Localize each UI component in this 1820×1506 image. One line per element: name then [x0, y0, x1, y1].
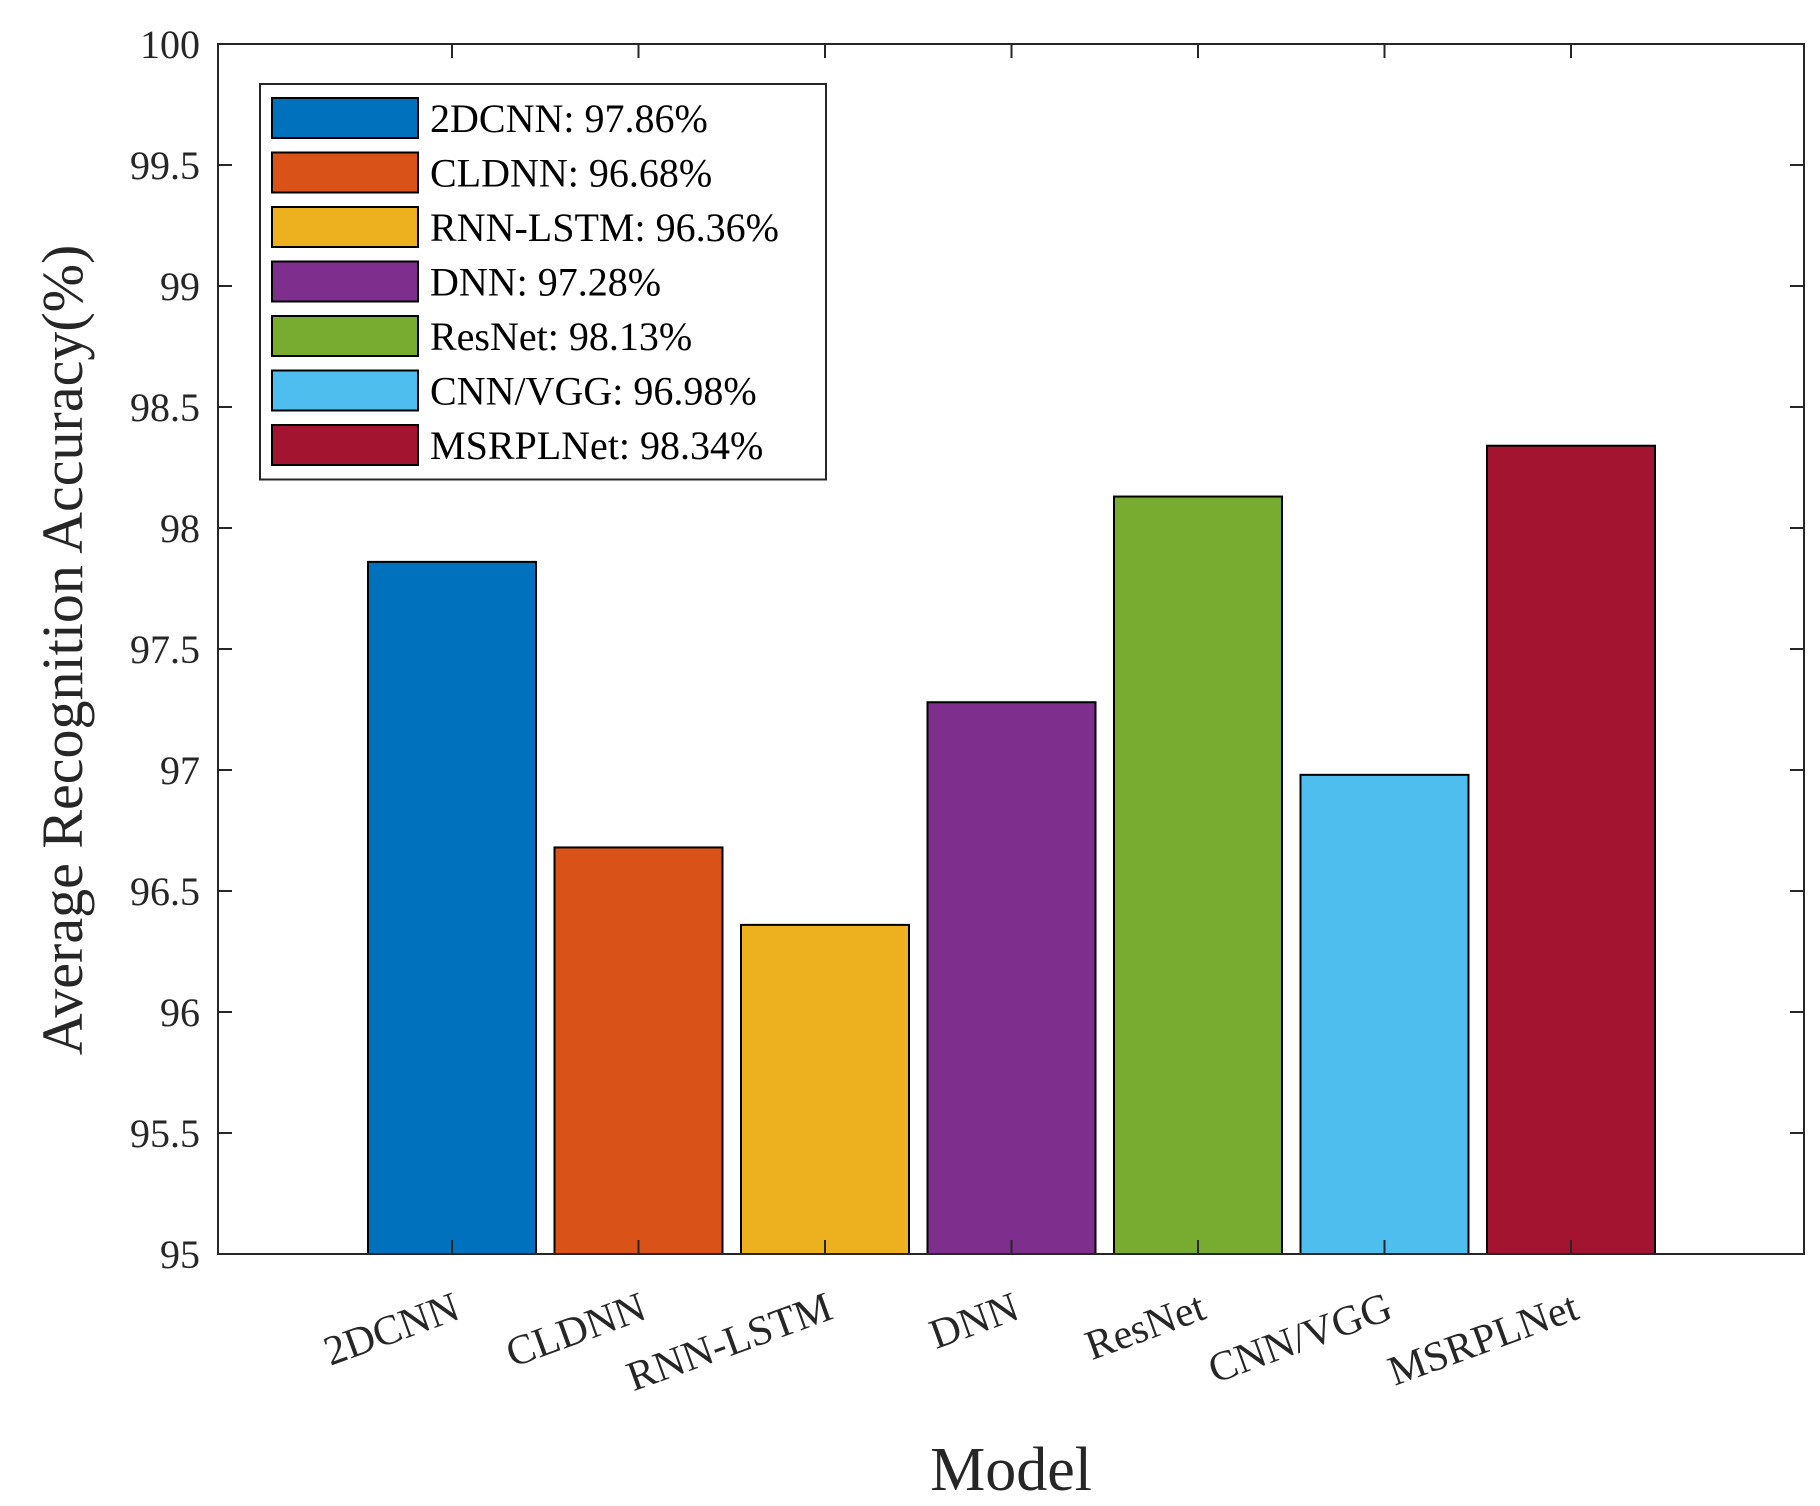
y-axis-title: Average Recognition Accuracy(%)	[30, 245, 95, 1056]
legend-swatch	[271, 151, 419, 194]
y-tick-label: 95	[160, 1232, 200, 1277]
legend-label: 2DCNN: 97.86%	[430, 96, 708, 141]
legend-label: MSRPLNet: 98.34%	[430, 423, 763, 468]
x-tick-label: 2DCNN	[318, 1284, 465, 1375]
y-tick-label: 99.5	[130, 143, 200, 188]
bar-2dcnn	[367, 560, 537, 1255]
y-tick-labels: 95 95.5 96 96.5 97 97.5 98 98.5 99 99.5 100	[130, 22, 200, 1277]
y-tick-label: 100	[140, 22, 200, 67]
legend-swatch	[271, 369, 419, 412]
bar-msrplnet	[1486, 444, 1656, 1256]
legend-label: RNN-LSTM: 96.36%	[430, 205, 779, 250]
legend-swatch	[271, 97, 419, 139]
legend-label: CLDNN: 96.68%	[430, 151, 712, 196]
x-axis-title: Model	[930, 1436, 1092, 1504]
x-tick-label: RNN-LSTM	[621, 1284, 838, 1401]
y-tick-label: 97	[160, 748, 200, 793]
x-tick-label: MSRPLNet	[1382, 1284, 1584, 1395]
legend: 2DCNN: 97.86% CLDNN: 96.68% RNN-LSTM: 96.3…	[259, 83, 827, 481]
y-tick-label: 99	[160, 264, 200, 309]
x-tick-label: CNN/VGG	[1202, 1284, 1398, 1393]
legend-swatch	[271, 424, 419, 466]
y-tick-label: 96.5	[130, 869, 200, 914]
y-tick-label: 96	[160, 990, 200, 1035]
legend-swatch	[271, 260, 419, 303]
x-tick-label: ResNet	[1079, 1284, 1211, 1370]
y-tick-label: 97.5	[130, 627, 200, 672]
bar-resnet	[1113, 495, 1283, 1256]
legend-swatch	[271, 206, 419, 248]
y-tick-label: 98.5	[130, 385, 200, 430]
bars	[367, 444, 1656, 1256]
axes	[217, 43, 1805, 1255]
bar-cnn-vgg	[1299, 773, 1470, 1256]
legend-swatch	[271, 315, 419, 357]
legend-label: DNN: 97.28%	[430, 260, 661, 305]
bar-cldnn	[553, 846, 724, 1255]
legend-label: ResNet: 98.13%	[430, 314, 692, 359]
bar-rnn-lstm	[740, 923, 910, 1255]
legend-label: CNN/VGG: 96.98%	[430, 369, 757, 414]
x-tick-label: DNN	[924, 1284, 1025, 1358]
bar-dnn	[926, 701, 1097, 1255]
y-tick-label: 95.5	[130, 1111, 200, 1156]
y-tick-label: 98	[160, 506, 200, 551]
